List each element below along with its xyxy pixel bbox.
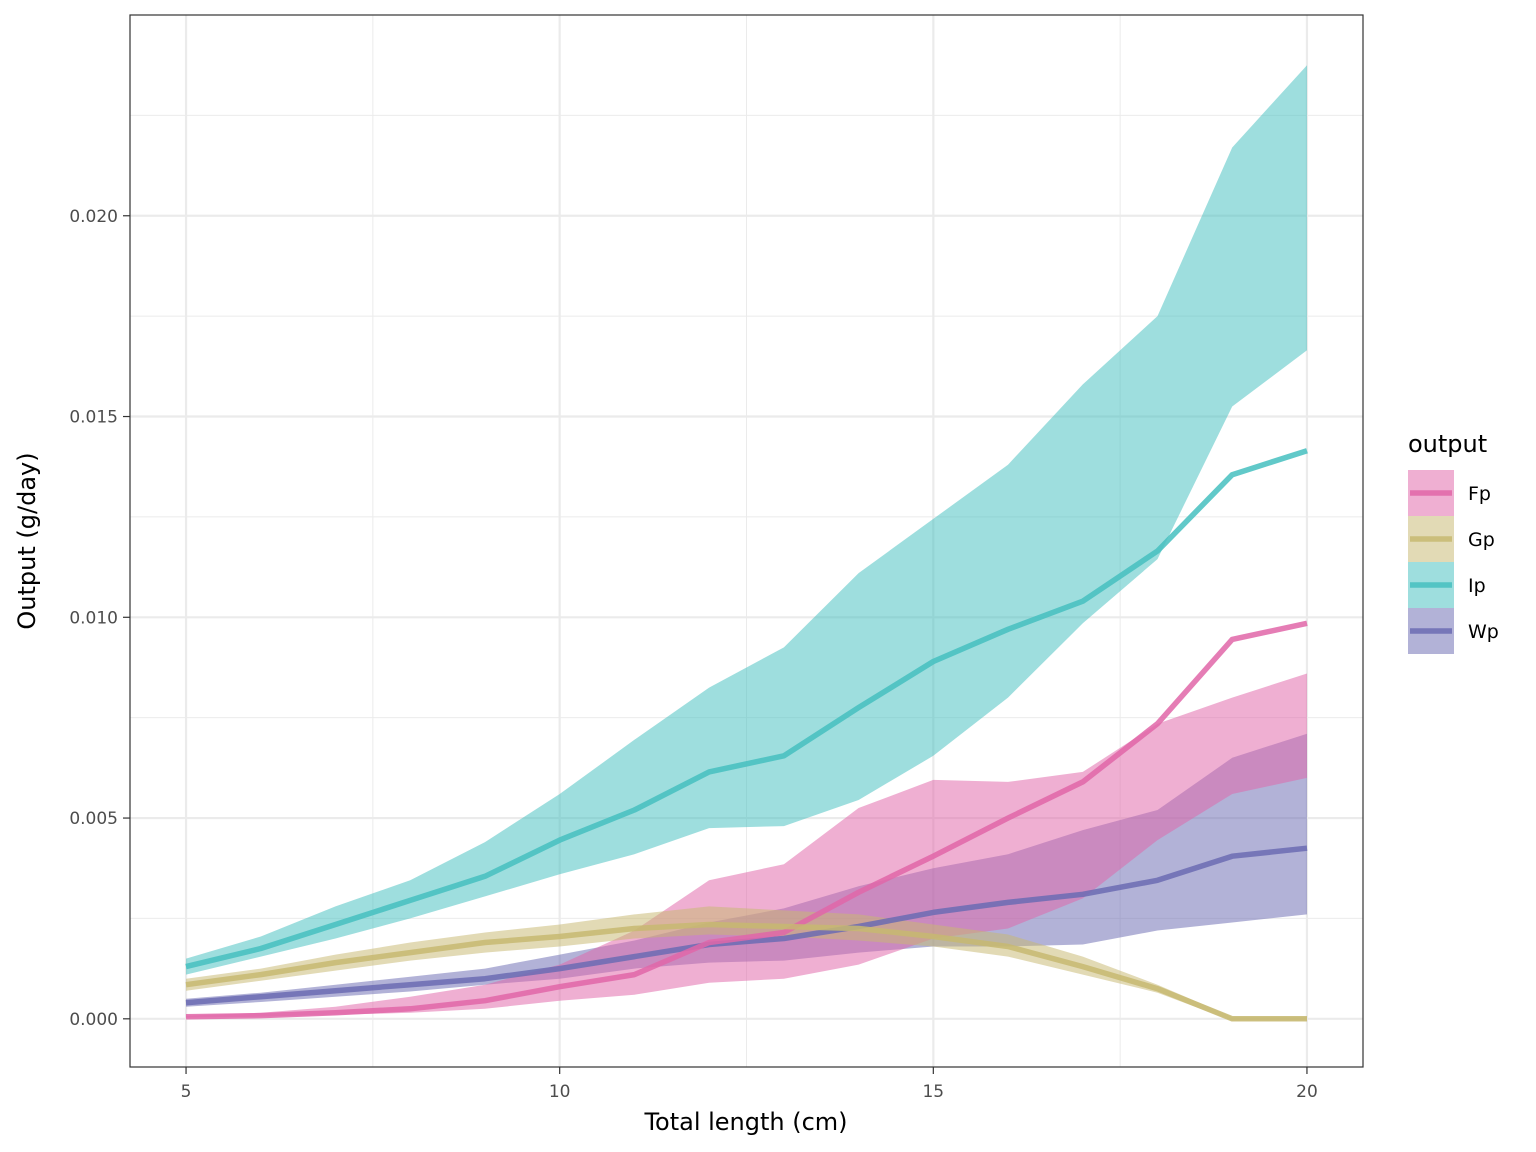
legend-label-Fp: Fp bbox=[1468, 483, 1491, 505]
series-line-Gp bbox=[185, 921, 1307, 1022]
y-axis: 0.000 0.005 0.010 0.015 0.020 bbox=[69, 207, 130, 1030]
legend-label-Ip: Ip bbox=[1468, 575, 1486, 597]
ribbon-Fp bbox=[186, 673, 1307, 1018]
legend-title: output bbox=[1408, 430, 1487, 458]
ribbons bbox=[186, 65, 1307, 1021]
x-tick-label: 10 bbox=[549, 1082, 571, 1102]
legend: output Fp Gp Ip Wp bbox=[1408, 430, 1499, 654]
x-tick-label: 5 bbox=[181, 1082, 192, 1102]
lines bbox=[185, 448, 1308, 1022]
x-axis-title: Total length (cm) bbox=[643, 1108, 847, 1136]
ribbon-Gp bbox=[186, 906, 1307, 1021]
series-line-Wp bbox=[185, 845, 1308, 1006]
series-line-Fp bbox=[185, 620, 1308, 1020]
ribbon-Ip bbox=[186, 65, 1307, 975]
series-line-Ip bbox=[185, 448, 1308, 970]
x-axis: 5 10 15 20 bbox=[181, 1067, 1318, 1102]
y-tick-label: 0.010 bbox=[69, 608, 118, 628]
legend-label-Wp: Wp bbox=[1468, 621, 1499, 643]
legend-label-Gp: Gp bbox=[1468, 529, 1495, 551]
y-axis-title: Output (g/day) bbox=[13, 452, 41, 629]
x-tick-label: 20 bbox=[1296, 1082, 1318, 1102]
x-tick-label: 15 bbox=[922, 1082, 944, 1102]
y-tick-label: 0.005 bbox=[69, 809, 118, 829]
y-tick-label: 0.000 bbox=[69, 1010, 118, 1030]
plot-panel-border bbox=[129, 14, 1364, 1068]
y-tick-label: 0.020 bbox=[69, 207, 118, 227]
ribbon-Wp bbox=[186, 733, 1307, 1007]
y-tick-label: 0.015 bbox=[69, 408, 118, 428]
